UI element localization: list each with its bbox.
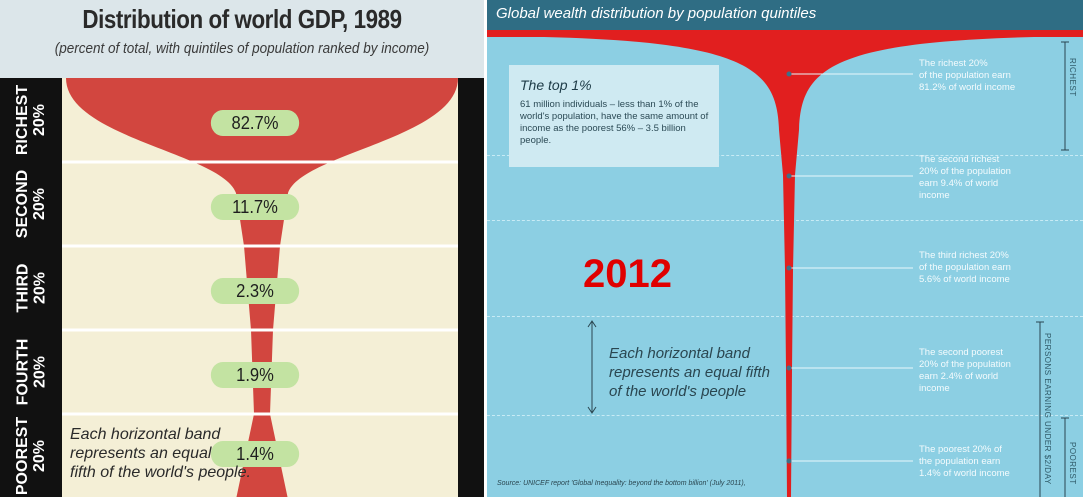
top1-callout: The top 1% 61 million individuals – less…: [509, 65, 719, 167]
band-arrow-head: [587, 406, 597, 414]
value-pill: 2.3%: [210, 278, 300, 304]
band-label-text: RICHEST 20%: [14, 84, 49, 156]
left-right-edge-bar: [458, 78, 484, 497]
left-chart-subtitle: (percent of total, with quintiles of pop…: [54, 40, 430, 57]
right-band-note-line: of the world's people: [609, 383, 747, 400]
year-label: 2012: [583, 252, 672, 296]
left-band-note-line: represents an equal: [70, 445, 212, 462]
right-funnel-chart: [487, 30, 1083, 497]
band-label: THIRD 20%: [0, 246, 62, 330]
value-pill: 1.4%: [210, 441, 300, 467]
left-label-column: [0, 78, 62, 497]
poorest-side-label: POOREST: [1068, 442, 1077, 485]
right-band-note-line: Each horizontal band: [609, 345, 750, 362]
quintile-label: The richest 20% of the population earn 81.…: [919, 58, 1016, 93]
richest-side-label: RICHEST: [1068, 58, 1077, 97]
quintile-label: The poorest 20% of the population earn 1.4…: [919, 444, 1010, 479]
left-band-note-line: fifth of the world's people.: [70, 464, 251, 481]
gdp-1989-panel: Distribution of world GDP, 1989 (percent…: [0, 0, 484, 497]
value-pill: 82.7%: [210, 110, 300, 136]
left-band-note: Each horizontal band represents an equal…: [70, 425, 251, 482]
right-band-note-line: represents an equal fifth: [609, 364, 770, 381]
band-label-text: FOURTH 20%: [14, 338, 48, 406]
value-pill: 1.9%: [210, 362, 300, 388]
band-label: FOURTH 20%: [0, 330, 62, 414]
quintile-label: The third richest 20% of the population e…: [919, 250, 1011, 285]
band-label-text: SECOND 20%: [14, 169, 49, 239]
top1-heading: The top 1%: [520, 77, 592, 93]
persons-side-label: PERSONS EARNING UNDER $2/DAY: [1043, 333, 1052, 485]
quintile-dot: [786, 458, 792, 464]
band-label: POOREST 20%: [0, 414, 62, 497]
band-label-text: THIRD 20%: [13, 263, 48, 313]
right-band-note: Each horizontal band represents an equal…: [609, 344, 770, 401]
value-pill: 11.7%: [210, 194, 300, 220]
band-label-text: POOREST 20%: [14, 416, 49, 496]
band-label: SECOND 20%: [0, 162, 62, 246]
top-wealth-bar: [487, 30, 1083, 37]
quintile-label: The second poorest 20% of the population e…: [919, 347, 1011, 394]
left-chart-title: Distribution of world GDP, 1989: [82, 4, 402, 34]
quintile-dot: [786, 173, 792, 179]
top1-body: 61 million individuals – less than 1% of…: [520, 99, 709, 146]
wealth-2012-panel: Global wealth distribution by population…: [487, 0, 1083, 497]
right-title-bar: Global wealth distribution by population…: [487, 0, 1083, 30]
band-arrow-head: [587, 320, 597, 328]
left-funnel-chart: [62, 78, 458, 497]
band-divider: [487, 316, 1083, 317]
source-note: Source: UNICEF report 'Global Inequality…: [497, 480, 746, 487]
right-chart-title: Global wealth distribution by population…: [496, 5, 817, 22]
left-band-note-line: Each horizontal band: [70, 426, 221, 443]
band-divider: [487, 415, 1083, 416]
quintile-dot: [786, 365, 792, 371]
quintile-dot: [786, 71, 792, 77]
band-label: RICHEST 20%: [0, 78, 62, 162]
quintile-dot: [786, 265, 792, 271]
quintile-label: The second richest 20% of the population e…: [919, 154, 1011, 201]
